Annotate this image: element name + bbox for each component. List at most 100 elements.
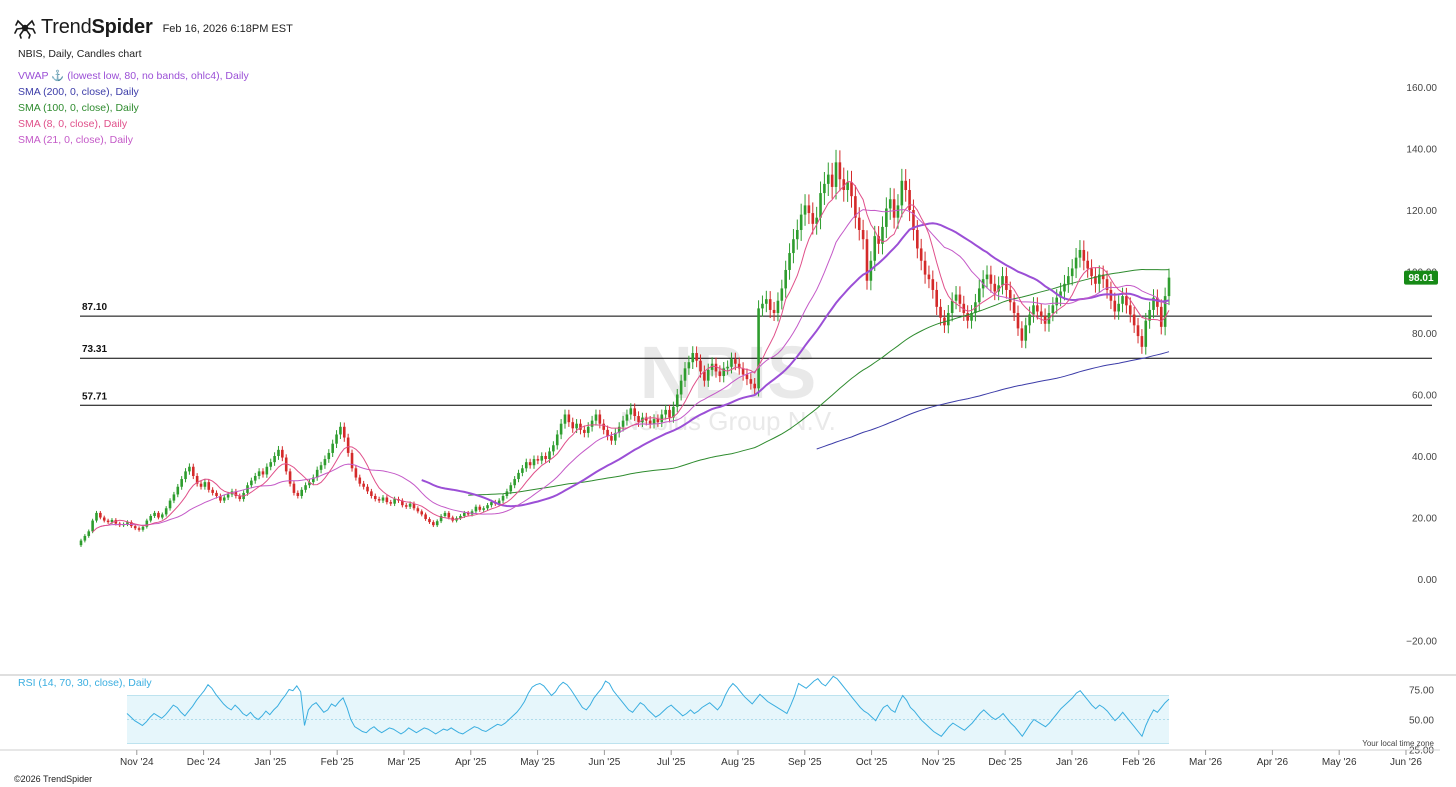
candle-body (881, 226, 884, 244)
rsi-tick-label: 75.00 (1409, 686, 1434, 697)
candle-body (803, 205, 807, 215)
candle-body (826, 174, 830, 184)
y-tick-label: −20.00 (1406, 637, 1437, 648)
candle-body (648, 420, 652, 424)
candle-body (1148, 309, 1151, 321)
sma-100-line (468, 268, 1170, 496)
candle-body (1121, 296, 1124, 304)
candle-body (238, 495, 242, 500)
candle-body (552, 445, 555, 452)
rsi-label[interactable]: RSI (14, 70, 30, close), Daily (18, 677, 152, 689)
candle-body (916, 229, 919, 249)
candle-body (226, 494, 230, 498)
candle-body (606, 429, 609, 437)
candle-body (815, 217, 818, 224)
candle-body (319, 465, 323, 470)
candle-body (567, 414, 571, 423)
candle-body (292, 483, 296, 493)
candle-body (234, 491, 238, 496)
candle-body (114, 519, 118, 524)
candle-body (761, 303, 764, 309)
x-tick-label: Nov '25 (922, 757, 956, 768)
candle-body (401, 500, 404, 506)
candle-body (977, 288, 981, 303)
candle-body (532, 459, 536, 466)
candle-body (188, 466, 191, 472)
candle-body (373, 495, 377, 500)
candle-body (261, 471, 265, 475)
legend-sma-21[interactable]: SMA (21, 0, close), Daily (18, 134, 133, 146)
candle-body (536, 459, 540, 461)
candle-body (602, 423, 606, 430)
last-price-badge: 98.01 (1404, 270, 1438, 285)
candle-body (706, 369, 710, 381)
candle-body (954, 294, 958, 301)
candle-body (900, 180, 904, 206)
brand-light: Trend (41, 16, 92, 38)
candle-body (323, 459, 327, 466)
level-label-1: 73.31 (82, 344, 107, 355)
y-tick-label: 120.00 (1406, 206, 1437, 217)
candle-body (509, 485, 513, 492)
candle-body (110, 519, 114, 523)
time-axis[interactable]: Nov '24 Dec '24 Jan '25 Feb '25 Mar '25 Apr '… (120, 750, 1422, 768)
candle-body (83, 535, 87, 541)
candle-body (823, 183, 826, 194)
candle-body (1159, 306, 1163, 327)
candle-body (590, 420, 594, 427)
moving-averages (92, 181, 1170, 533)
timezone-note[interactable]: Your local time zone (1362, 739, 1434, 748)
candle-body (342, 426, 346, 438)
x-tick-label: Nov '24 (120, 757, 154, 768)
candle-body (133, 526, 137, 529)
candle-body (683, 368, 687, 381)
legend-vwap[interactable]: VWAP ⚓ (lowest low, 80, no bands, ohlc4)… (18, 70, 249, 82)
level-label-0: 87.10 (82, 302, 107, 313)
candle-body (788, 253, 791, 270)
legend-sma-100[interactable]: SMA (100, 0, close), Daily (18, 102, 139, 114)
x-tick-label: Feb '25 (321, 757, 354, 768)
candle-body (888, 199, 892, 209)
candle-body (474, 506, 478, 512)
candle-body (1167, 277, 1171, 297)
candle-body (710, 363, 714, 370)
candle-body (1036, 305, 1039, 312)
candle-body (253, 475, 257, 481)
candle-body (281, 449, 284, 458)
candle-body (350, 452, 354, 469)
candle-body (997, 285, 1000, 292)
candle-body (714, 363, 718, 372)
x-tick-label: Jul '25 (657, 757, 686, 768)
x-tick-label: Jan '25 (254, 757, 286, 768)
candle-body (222, 497, 226, 501)
candle-body (308, 482, 311, 486)
candle-body (219, 495, 222, 501)
candle-body (1156, 297, 1159, 307)
copyright: ©2026 TrendSpider (14, 774, 93, 784)
candle-body (1074, 257, 1078, 269)
candle-body (1117, 303, 1120, 312)
price-axis[interactable]: 160.00140.00120.00100.0080.0060.0040.002… (1406, 83, 1437, 648)
candle-body (528, 462, 532, 466)
candle-body (718, 371, 722, 377)
legend-sma-200[interactable]: SMA (200, 0, close), Daily (18, 86, 139, 98)
candle-body (424, 514, 427, 520)
candle-body (908, 190, 911, 210)
x-tick-label: Jun '26 (1390, 757, 1422, 768)
candle-body (195, 475, 199, 484)
candle-body (993, 283, 997, 292)
candle-body (501, 495, 505, 501)
candle-body (1105, 279, 1109, 290)
legend-sma-8[interactable]: SMA (8, 0, close), Daily (18, 118, 128, 130)
header-datetime: Feb 16, 2026 6:18PM EST (162, 23, 293, 35)
header: TrendSpider Feb 16, 2026 6:18PM EST (14, 16, 293, 39)
candle-body (370, 491, 373, 496)
candle-body (199, 483, 203, 487)
candle-body (548, 451, 551, 460)
candle-body (157, 512, 160, 518)
candle-body (141, 526, 145, 530)
candle-body (381, 497, 385, 501)
x-tick-label: Oct '25 (856, 757, 888, 768)
candle-body (772, 309, 776, 314)
